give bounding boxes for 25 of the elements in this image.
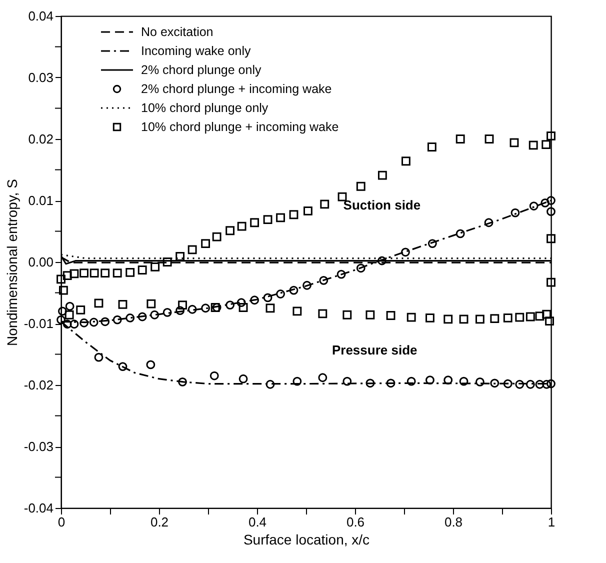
y-tick-label: -0.02 [24,378,54,392]
y-tick-label: -0.01 [24,316,54,331]
x-tick-label: 0.2 [150,514,169,530]
legend-label: No excitation [141,25,214,39]
y-axis-title: Nondimensional entropy, S [4,178,20,346]
y-tick-label: 0.03 [28,70,54,85]
x-tick-label: 1 [548,514,556,530]
x-tick-label: 0.4 [248,514,267,530]
y-tick-label: -0.04 [24,500,54,516]
legend-label: 10% chord plunge + incoming wake [141,120,339,134]
y-tick-label: 0.04 [28,8,54,24]
legend-label: 10% chord plunge only [141,101,269,115]
legend-label: Incoming wake only [141,44,252,58]
y-tick-label: 0.00 [28,254,54,270]
y-tick-label: 0.01 [28,193,54,208]
y-tick-label: 0.02 [28,132,54,146]
annotation: Suction side [343,197,421,212]
y-tick-label: -0.03 [24,439,54,454]
x-tick-label: 0 [58,514,66,530]
legend-label: 2% chord plunge only [141,63,262,77]
x-tick-label: 0.6 [346,514,365,530]
legend-label: 2% chord plunge + incoming wake [141,82,332,96]
x-axis-title: Surface location, x/c [243,532,370,548]
annotation: Pressure side [332,342,418,358]
x-tick-label: 0.8 [444,514,463,530]
